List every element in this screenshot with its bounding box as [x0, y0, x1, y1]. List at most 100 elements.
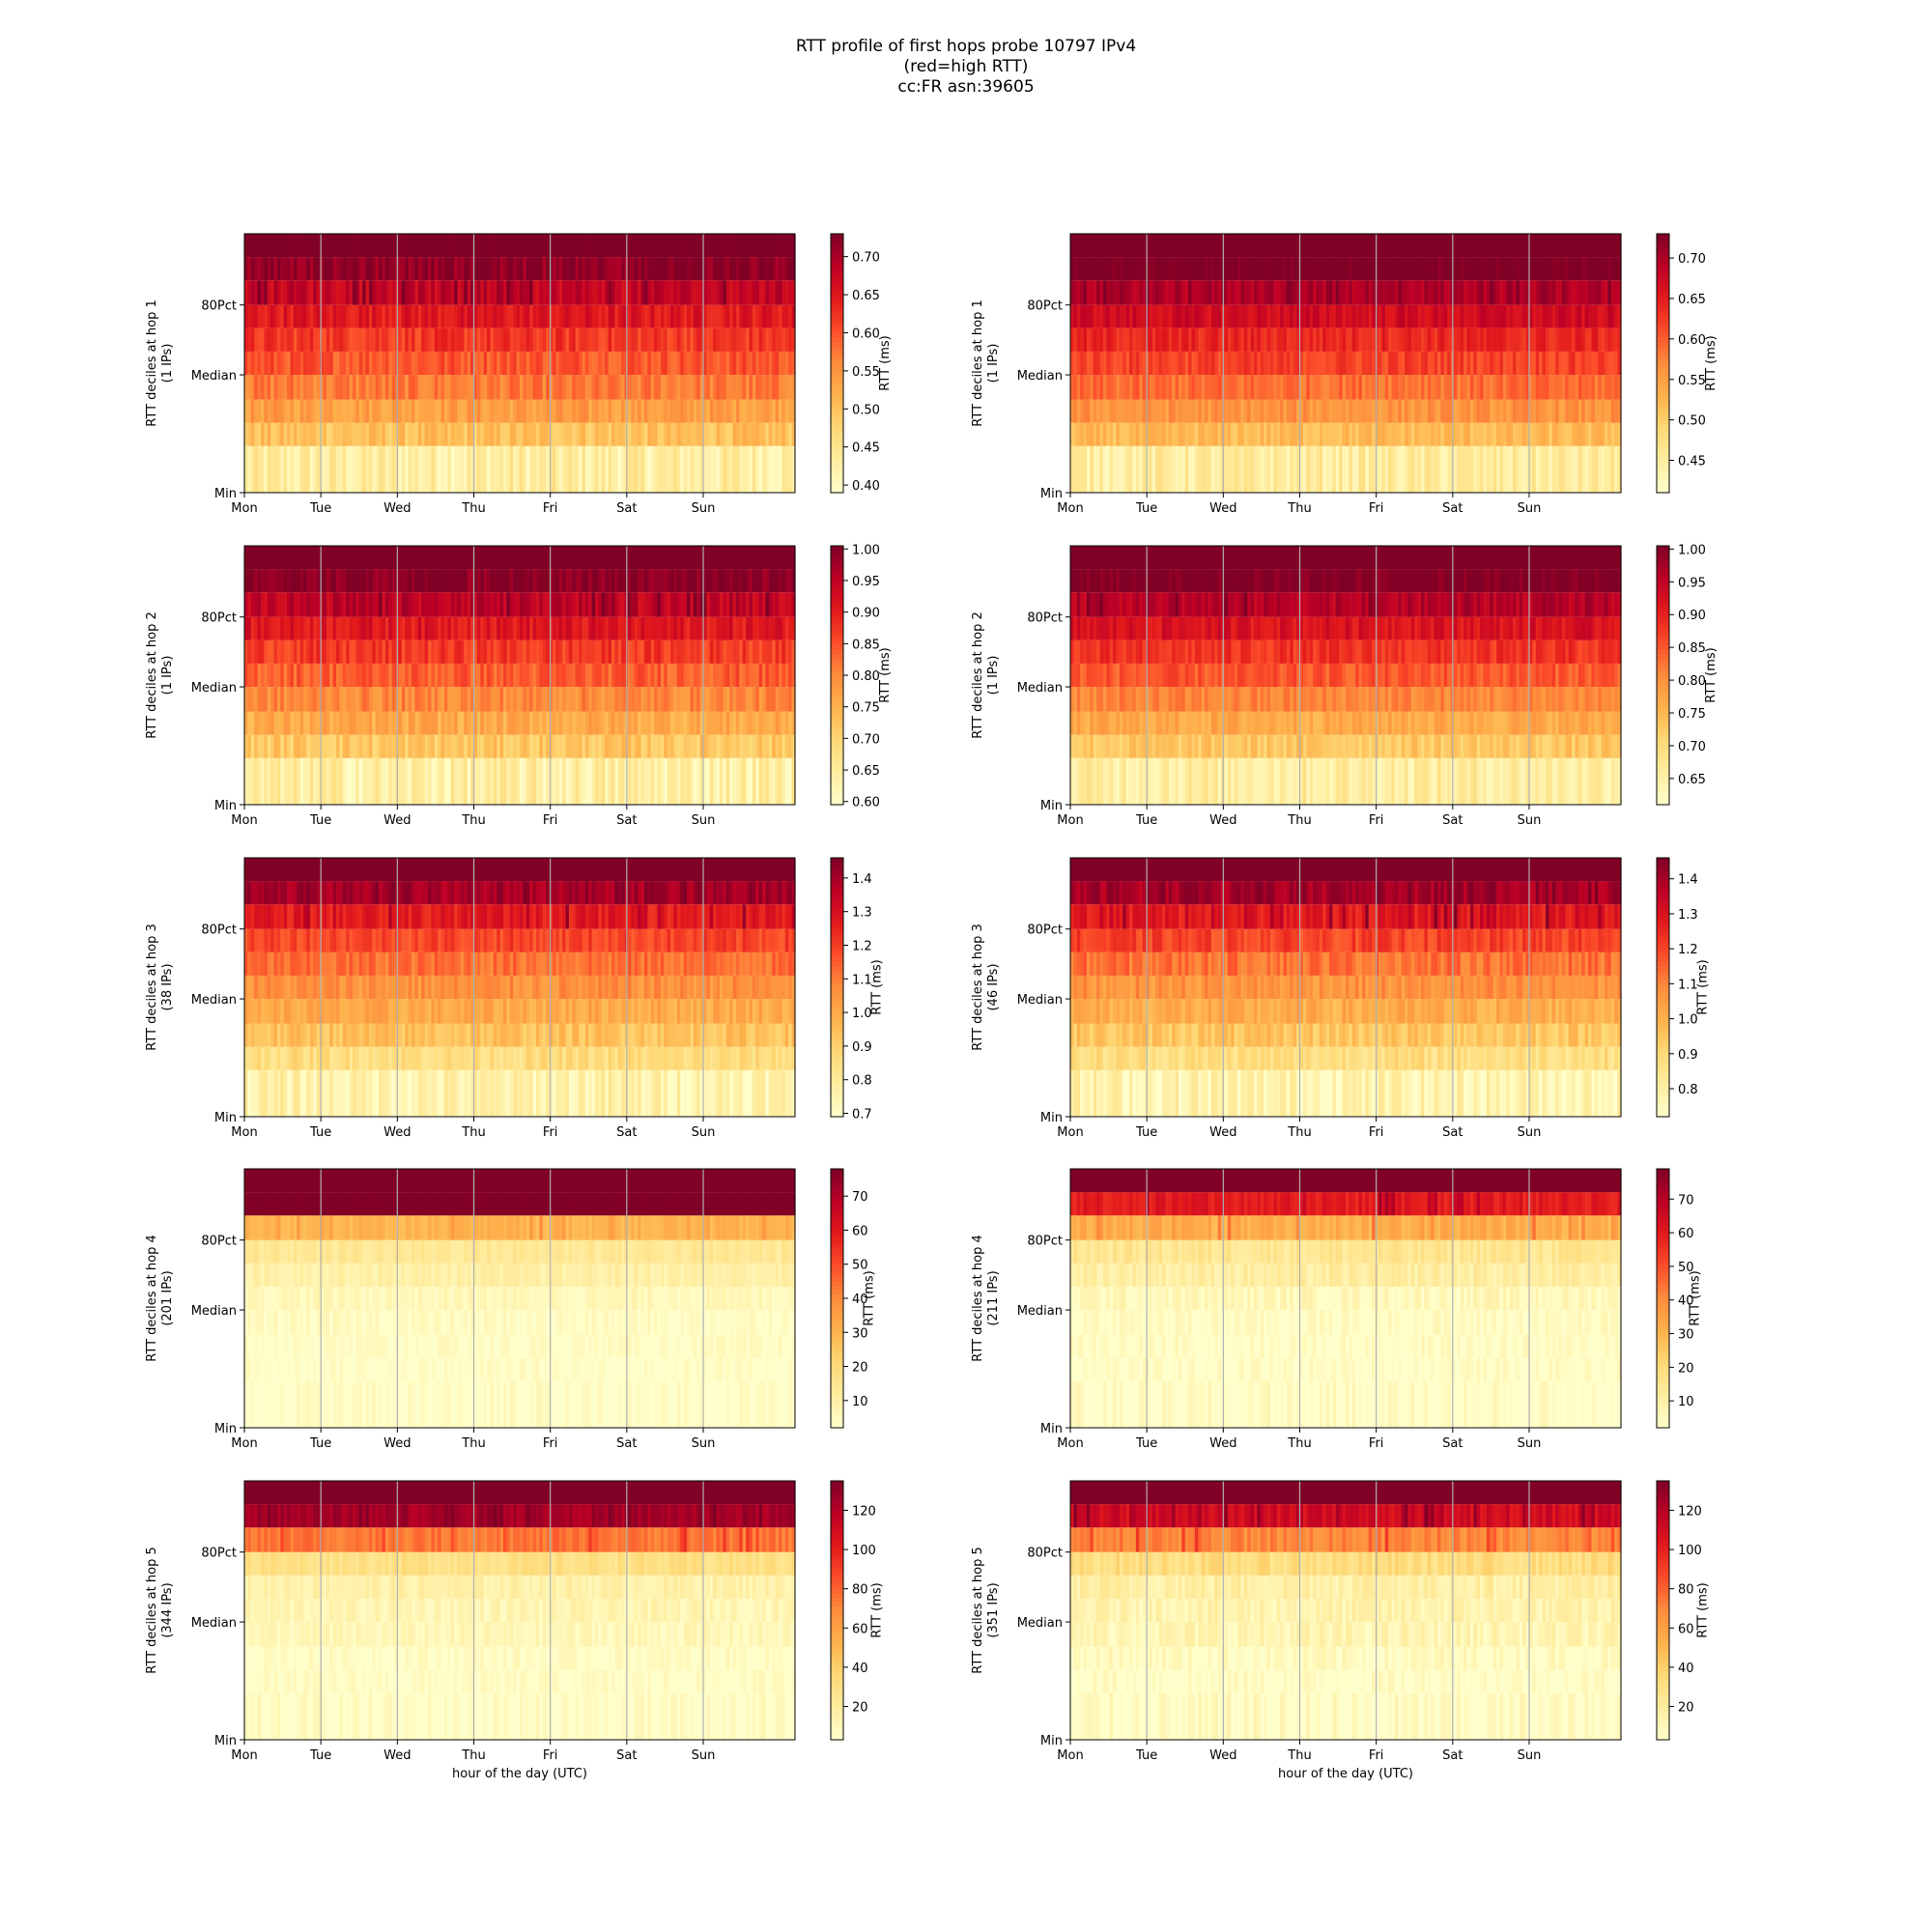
heatmap-cell — [1076, 327, 1081, 352]
heatmap-cell — [503, 234, 508, 258]
heatmap-cell — [539, 592, 544, 617]
heatmap-cell — [582, 687, 586, 712]
heatmap-cell — [365, 711, 370, 735]
heatmap-cell — [631, 616, 636, 640]
heatmap-cell — [643, 327, 648, 352]
heatmap-cell — [742, 257, 747, 281]
heatmap-cell — [676, 375, 681, 400]
heatmap-cell — [611, 234, 615, 258]
heatmap-cell — [555, 257, 560, 281]
heatmap-cell — [1499, 351, 1504, 376]
heatmap-cell — [476, 327, 481, 352]
heatmap-cell — [683, 280, 688, 305]
heatmap-cell — [352, 663, 356, 688]
heatmap-cell — [1480, 280, 1485, 305]
heatmap-cell — [306, 304, 311, 328]
heatmap-cell — [1558, 399, 1563, 423]
heatmap-cell — [690, 257, 695, 281]
heatmap-cell — [779, 663, 783, 688]
heatmap-cell — [1558, 257, 1563, 281]
heatmap-cell — [388, 663, 393, 688]
heatmap-cell — [546, 616, 551, 640]
heatmap-cell — [332, 687, 337, 712]
heatmap-cell — [572, 422, 577, 446]
heatmap-cell — [1325, 445, 1330, 493]
heatmap-cell — [287, 687, 292, 712]
heatmap-cell — [467, 304, 471, 328]
heatmap-cell — [539, 663, 544, 688]
heatmap-cell — [375, 757, 380, 805]
heatmap-cell — [693, 375, 697, 400]
heatmap-cell — [467, 616, 471, 640]
heatmap-cell — [1162, 257, 1166, 281]
heatmap-cell — [499, 351, 504, 376]
heatmap-cell — [779, 234, 783, 258]
heatmap-cell — [584, 663, 589, 688]
heatmap-cell — [1188, 280, 1193, 305]
heatmap-cell — [1162, 422, 1166, 446]
heatmap-cell — [1090, 399, 1094, 423]
heatmap-cell — [313, 304, 318, 328]
heatmap-cell — [1532, 445, 1537, 493]
heatmap-cell — [487, 734, 492, 758]
heatmap-cell — [1548, 304, 1553, 328]
heatmap-cell — [758, 257, 763, 281]
heatmap-cell — [535, 257, 540, 281]
heatmap-cell — [447, 234, 452, 258]
heatmap-cell — [758, 422, 763, 446]
heatmap-cell — [1237, 351, 1242, 376]
heatmap-cell — [513, 234, 518, 258]
x-tick-label: Tue — [309, 501, 331, 516]
heatmap-cell — [1401, 280, 1406, 305]
heatmap-cell — [450, 399, 455, 423]
heatmap-cell — [339, 711, 344, 735]
heatmap-cell — [355, 663, 360, 688]
heatmap-cell — [690, 375, 695, 400]
heatmap-cell — [303, 663, 308, 688]
heatmap-cell — [384, 234, 389, 258]
heatmap-cell — [568, 280, 573, 305]
heatmap-cell — [1617, 351, 1622, 376]
heatmap-cell — [739, 711, 744, 735]
heatmap-cell — [1525, 445, 1530, 493]
heatmap-cell — [555, 711, 560, 735]
heatmap-cell — [608, 616, 612, 640]
heatmap-cell — [332, 663, 337, 688]
heatmap-cell — [247, 280, 252, 305]
heatmap-cell — [673, 375, 678, 400]
heatmap-cell — [480, 663, 485, 688]
heatmap-cell — [752, 639, 756, 664]
heatmap-cell — [352, 639, 356, 664]
heatmap-cell — [598, 711, 603, 735]
heatmap-cell — [457, 592, 462, 617]
heatmap-cell — [779, 399, 783, 423]
heatmap-cell — [480, 592, 485, 617]
heatmap-cell — [611, 280, 615, 305]
colorbar-segment — [831, 250, 843, 256]
heatmap-cell — [1306, 422, 1311, 446]
heatmap-cell — [611, 663, 615, 688]
colorbar-segment — [1657, 234, 1669, 240]
heatmap-cell — [443, 757, 448, 805]
heatmap-cell — [595, 375, 600, 400]
heatmap-cell — [762, 757, 767, 805]
heatmap-cell — [1342, 399, 1347, 423]
heatmap-cell — [1319, 399, 1323, 423]
heatmap-cell — [1594, 445, 1599, 493]
heatmap-cell — [412, 663, 416, 688]
heatmap-cell — [1539, 280, 1544, 305]
heatmap-cell — [431, 711, 436, 735]
heatmap-cell — [1598, 375, 1603, 400]
heatmap-cell — [729, 734, 734, 758]
heatmap-cell — [1135, 257, 1140, 281]
heatmap-cell — [382, 445, 386, 493]
heatmap-cell — [490, 280, 495, 305]
heatmap-cell — [421, 327, 426, 352]
heatmap-cell — [539, 734, 544, 758]
heatmap-cell — [775, 445, 780, 493]
heatmap-cell — [1165, 257, 1170, 281]
heatmap-cell — [490, 569, 495, 593]
heatmap-cell — [342, 234, 347, 258]
heatmap-cell — [339, 375, 344, 400]
